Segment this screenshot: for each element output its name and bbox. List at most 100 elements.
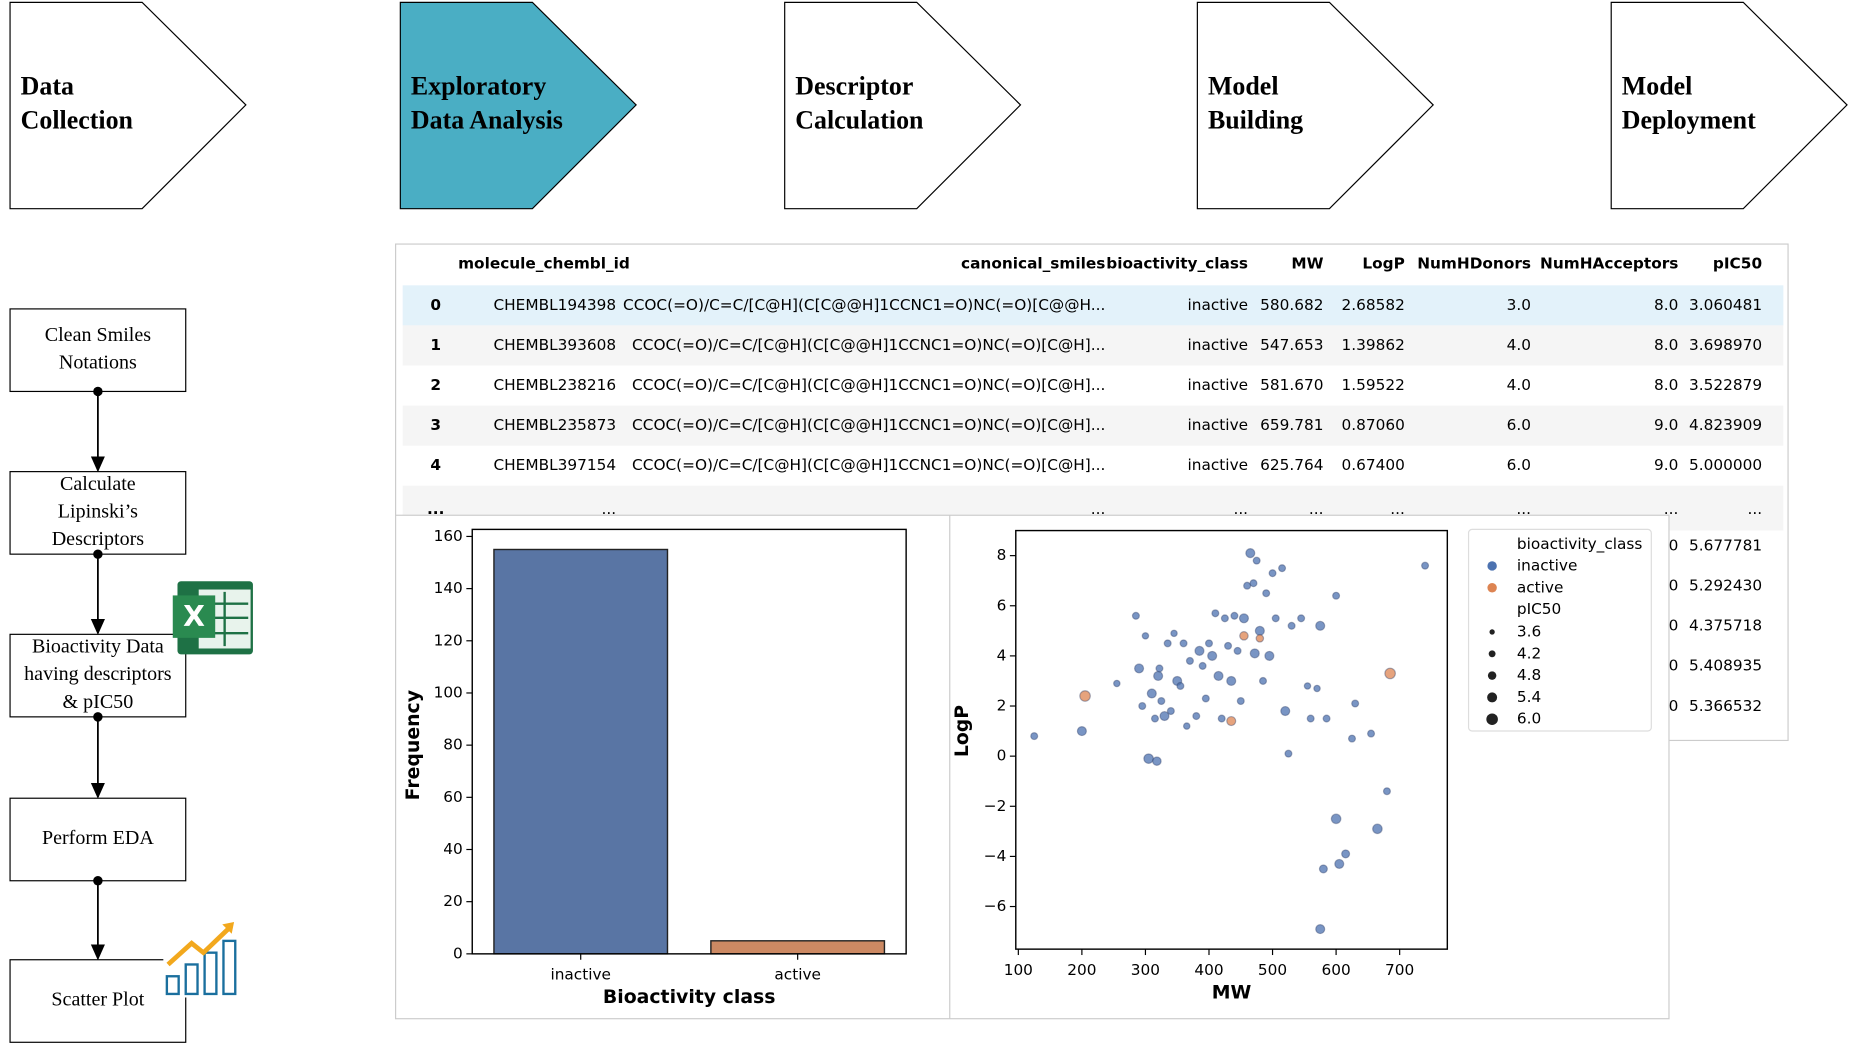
legend-label: inactive — [1517, 556, 1578, 574]
chart-icon — [163, 917, 244, 998]
scatter-point — [1155, 664, 1164, 673]
y-tick-label: 6 — [997, 596, 1007, 614]
scatter-point — [1280, 705, 1291, 717]
ellipsis-cell: ... — [601, 500, 616, 518]
scatter-point — [1243, 581, 1252, 590]
scatter-point — [1146, 688, 1157, 699]
pipeline-step — [1610, 1, 1848, 210]
table-cell: 0 — [1669, 617, 1679, 635]
table-cell: 4.0 — [1507, 376, 1531, 394]
scatter-point — [1367, 729, 1376, 738]
table-cell: 9.0 — [1654, 456, 1678, 474]
scatter-point — [1382, 787, 1391, 796]
scatter-point — [1278, 564, 1287, 573]
ellipsis-cell: ... — [1748, 500, 1763, 518]
pipeline-step — [1196, 1, 1435, 210]
pipeline-step — [399, 1, 637, 210]
scatter-point — [1201, 694, 1210, 703]
y-tick-label: 2 — [997, 697, 1007, 715]
scatter-point — [1152, 756, 1162, 766]
row-stripe — [402, 325, 1784, 366]
x-tick-label: 700 — [1385, 961, 1414, 979]
scatter-point — [1264, 650, 1275, 661]
scatter-point — [1224, 641, 1233, 650]
flow-label: & pIC50 — [63, 691, 134, 713]
column-header: bioactivity_class — [1106, 255, 1248, 273]
x-tick-label: 200 — [1067, 961, 1096, 979]
scatter-point — [1258, 676, 1268, 685]
column-header: NumHDonors — [1417, 255, 1531, 273]
column-header: pIC50 — [1713, 255, 1762, 273]
table-cell: 5.000000 — [1689, 456, 1762, 474]
table-cell: 3.522879 — [1689, 376, 1762, 394]
scatter-point — [1230, 611, 1239, 620]
pipeline-label: Model — [1622, 71, 1693, 100]
table-cell: CCOC(=O)/C=C/[C@H](C[C@@H]1CCNC1=O)NC(=O… — [632, 456, 1105, 474]
table-cell: 6.0 — [1507, 416, 1531, 434]
column-header: canonical_smiles — [961, 255, 1105, 273]
table-cell: CHEMBL397154 — [493, 456, 616, 474]
y-tick-label: 140 — [434, 579, 463, 597]
scatter-point — [1170, 629, 1178, 638]
table-cell: 3.698970 — [1689, 336, 1762, 354]
table-cell: CHEMBL235873 — [493, 416, 616, 434]
row-index: 1 — [430, 336, 441, 354]
legend-title: bioactivity_class — [1517, 535, 1642, 554]
flow-dot — [93, 549, 103, 559]
x-tick-label: inactive — [550, 966, 611, 984]
table-cell: 8.0 — [1654, 336, 1678, 354]
ellipsis-cell: ... — [1516, 500, 1531, 518]
scatter-point — [1245, 548, 1256, 559]
scatter-point — [1330, 813, 1342, 825]
ellipsis-cell: ... — [1233, 500, 1248, 518]
scatter-point — [1262, 589, 1271, 598]
scatter-point — [1236, 696, 1245, 706]
column-header: molecule_chembl_id — [458, 255, 630, 273]
legend-label: 4.2 — [1517, 644, 1541, 662]
x-tick-label: 400 — [1194, 961, 1223, 979]
scatter-point — [1204, 639, 1214, 648]
table-cell: 5.408935 — [1689, 657, 1762, 675]
legend-marker — [1487, 583, 1497, 593]
flow-label: Descriptors — [52, 528, 145, 550]
table-cell: 1.59522 — [1342, 376, 1405, 394]
x-tick-label: 100 — [1004, 961, 1033, 979]
table-cell: CHEMBL393608 — [493, 336, 616, 354]
pipeline-step — [9, 1, 247, 210]
table-cell: 547.653 — [1260, 336, 1323, 354]
scatter-point — [1254, 625, 1265, 636]
y-tick-label: 40 — [443, 840, 463, 858]
legend-marker — [1487, 561, 1497, 571]
scatter-point — [1194, 645, 1205, 656]
table-cell: CCOC(=O)/C=C/[C@H](C[C@@H]1CCNC1=O)NC(=O… — [632, 336, 1105, 354]
legend-box — [1467, 528, 1652, 732]
table-cell: inactive — [1188, 416, 1249, 434]
axes-frame — [1015, 529, 1449, 950]
table-cell: 5.677781 — [1689, 536, 1762, 554]
legend-size-marker — [1487, 671, 1497, 680]
scatter-point — [1249, 579, 1258, 588]
pipeline-label: Building — [1208, 106, 1303, 135]
column-header: MW — [1291, 255, 1323, 273]
scatter-point — [1166, 707, 1175, 716]
scatter-point — [1255, 634, 1265, 643]
scatter-point — [1079, 690, 1091, 702]
ellipsis-cell: ... — [1309, 500, 1324, 518]
table-cell: 6.0 — [1507, 456, 1531, 474]
table-cell: 659.781 — [1260, 416, 1323, 434]
pipeline-label: Data Analysis — [411, 106, 563, 135]
row-index: 0 — [430, 296, 441, 314]
scatter-point — [1239, 631, 1249, 641]
y-tick-label: 0 — [453, 944, 463, 962]
scatter-point — [1113, 679, 1121, 688]
row-index: 2 — [430, 376, 441, 394]
legend-size-marker — [1487, 692, 1498, 703]
scatter-point — [1421, 561, 1430, 570]
scatter-point — [1268, 569, 1277, 578]
svg-text:X: X — [183, 600, 205, 633]
flow-box — [9, 797, 187, 882]
scatter-point — [1306, 714, 1315, 723]
scatter-point — [1226, 715, 1237, 727]
column-header: LogP — [1362, 255, 1404, 273]
scatter-point — [1076, 726, 1087, 737]
